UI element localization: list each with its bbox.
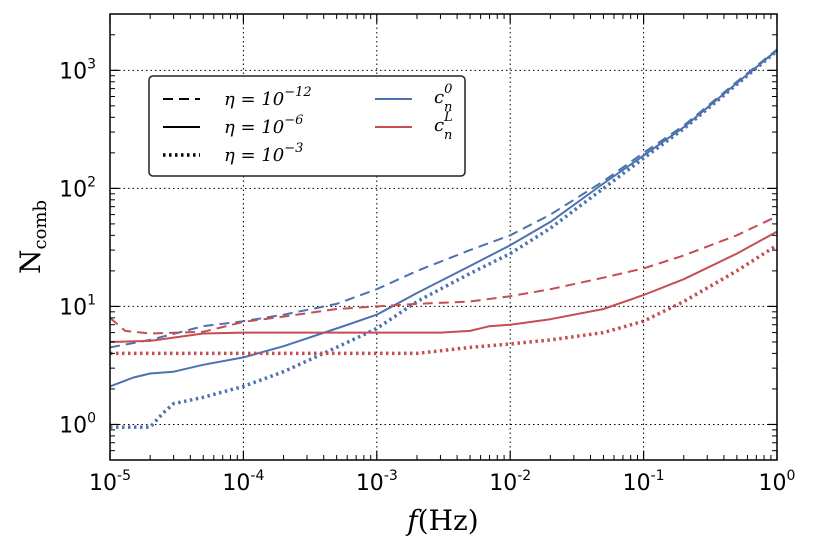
x-tick-base: 10 [89,471,117,496]
x-tick-exp: -1 [651,468,665,484]
y-tick-label: 100 [59,410,96,438]
series-line-cL-eta-1e-12 [109,215,778,335]
legend-color-label: cL n [434,110,453,143]
legend-color-label: c0 n [434,82,452,115]
y-tick-exp: 0 [87,410,96,426]
legend-label-exp: −6 [284,113,303,128]
series-line-c0-eta-1e-6 [109,49,778,388]
x-tick-label: 100 [759,468,796,496]
y-tick-exp: 2 [87,174,96,190]
x-tick-exp: -3 [384,468,398,484]
x-tick-base: 10 [759,471,787,496]
y-tick-base: 10 [59,413,87,438]
series-line-c0-eta-1e-12 [109,48,778,349]
x-tick-label: 10-2 [489,468,531,496]
x-tick-label: 10-3 [356,468,398,496]
legend-label-sub: n [444,128,452,143]
x-tick-base: 10 [489,471,517,496]
legend-label-main: c [434,87,444,108]
x-tick-base: 10 [623,471,651,496]
y-tick-label: 101 [59,292,96,320]
y-tick-label: 103 [59,56,96,84]
legend-label-sup: L [443,110,453,125]
legend-box [148,75,466,177]
y-tick-base: 10 [59,295,87,320]
plot-frame [109,13,778,461]
series-line-c0-eta-1e-3 [110,49,779,429]
series-lines [109,48,779,429]
y-axis-label-sub: comb [30,200,51,250]
legend: η = 10−12η = 10−6η = 10−3c0 ncL n [148,75,466,177]
y-tick-label: 102 [59,174,96,202]
y-axis-label-main: N [14,250,47,275]
legend-linestyle-label: η = 10−6 [224,113,303,138]
legend-label-sub: n [444,100,452,115]
legend-linestyle-label: η = 10−3 [224,141,303,166]
legend-label-main: η = 10 [224,145,284,166]
x-tick-base: 10 [356,471,384,496]
y-tick-base: 10 [59,59,87,84]
y-axis-label: Ncomb [14,200,51,274]
x-tick-exp: -5 [117,468,131,484]
legend-label-main: η = 10 [224,117,284,138]
x-axis-label: f(Hz) [405,504,478,537]
y-tick-exp: 3 [87,56,96,72]
x-tick-exp: -2 [517,468,531,484]
legend-label-main: η = 10 [224,89,284,110]
x-tick-label: 10-4 [222,468,264,496]
series-line-cL-eta-1e-6 [109,230,778,343]
legend-label-sup: 0 [444,82,452,97]
grid [110,14,777,460]
legend-label-main: c [434,115,444,136]
x-tick-exp: -4 [250,468,264,484]
y-tick-base: 10 [59,177,87,202]
y-tick-exp: 1 [87,292,96,308]
x-tick-label: 10-1 [623,468,665,496]
x-tick-label: 10-5 [89,468,131,496]
x-tick-exp: 0 [787,468,796,484]
legend-linestyle-label: η = 10−12 [224,85,312,110]
legend-label-exp: −3 [284,141,303,156]
x-tick-base: 10 [222,471,250,496]
x-axis-label-unit: (Hz) [418,504,479,537]
legend-label-exp: −12 [284,85,311,100]
